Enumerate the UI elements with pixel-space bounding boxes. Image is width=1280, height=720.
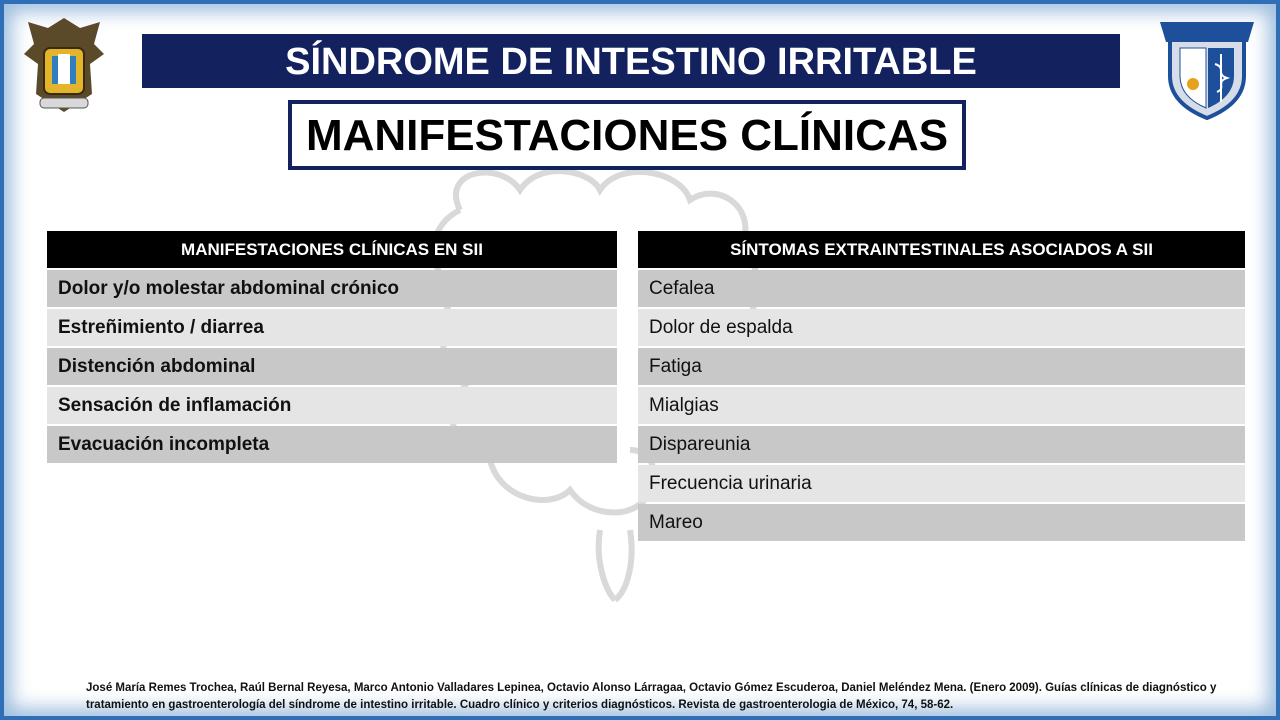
table-row: Mialgias	[638, 387, 1245, 424]
table-cell: Estreñimiento / diarrea	[47, 309, 617, 346]
table-cell: Dolor y/o molestar abdominal crónico	[47, 270, 617, 307]
table-row: Frecuencia urinaria	[638, 465, 1245, 502]
table-row: Sensación de inflamación	[47, 387, 617, 424]
medical-school-logo	[1160, 22, 1254, 120]
section-subtitle: MANIFESTACIONES CLÍNICAS	[288, 100, 966, 170]
navy-seal-logo	[24, 18, 104, 112]
table-row: Distención abdominal	[47, 348, 617, 385]
table-cell: Evacuación incompleta	[47, 426, 617, 463]
table-row: Cefalea	[638, 270, 1245, 307]
extraintestinal-symptoms-table: SÍNTOMAS EXTRAINTESTINALES ASOCIADOS A S…	[638, 229, 1245, 543]
table-row: Fatiga	[638, 348, 1245, 385]
table-header: SÍNTOMAS EXTRAINTESTINALES ASOCIADOS A S…	[638, 231, 1245, 268]
table-cell: Mareo	[638, 504, 1245, 541]
table-header: MANIFESTACIONES CLÍNICAS EN SII	[47, 231, 617, 268]
table-row: Dispareunia	[638, 426, 1245, 463]
clinical-manifestations-table: MANIFESTACIONES CLÍNICAS EN SII Dolor y/…	[47, 229, 617, 465]
table-cell: Distención abdominal	[47, 348, 617, 385]
table-cell: Mialgias	[638, 387, 1245, 424]
slide-title: SÍNDROME DE INTESTINO IRRITABLE	[142, 34, 1120, 88]
table-cell: Dispareunia	[638, 426, 1245, 463]
table-row: Dolor de espalda	[638, 309, 1245, 346]
table-row: Estreñimiento / diarrea	[47, 309, 617, 346]
table-cell: Cefalea	[638, 270, 1245, 307]
table-cell: Dolor de espalda	[638, 309, 1245, 346]
table-cell: Sensación de inflamación	[47, 387, 617, 424]
table-cell: Fatiga	[638, 348, 1245, 385]
table-row: Evacuación incompleta	[47, 426, 617, 463]
table-row: Mareo	[638, 504, 1245, 541]
bibliographic-citation: José María Remes Trochea, Raúl Bernal Re…	[86, 682, 1217, 711]
table-cell: Frecuencia urinaria	[638, 465, 1245, 502]
table-row: Dolor y/o molestar abdominal crónico	[47, 270, 617, 307]
